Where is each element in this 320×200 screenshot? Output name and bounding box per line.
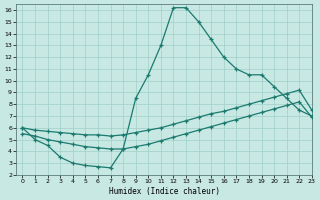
X-axis label: Humidex (Indice chaleur): Humidex (Indice chaleur) — [108, 187, 220, 196]
